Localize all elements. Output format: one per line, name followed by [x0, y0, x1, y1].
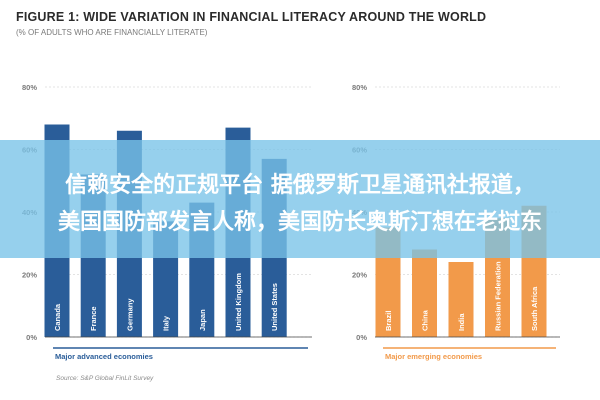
category-label: China: [421, 309, 430, 331]
source-note: Source: S&P Global FinLit Survey: [56, 375, 154, 382]
bar-china: [412, 249, 437, 337]
category-label: India: [457, 313, 466, 331]
group-label: Major advanced economies: [55, 352, 153, 361]
category-label: Brazil: [384, 311, 393, 331]
banner-line-1: 信赖安全的正规平台 据俄罗斯卫星通讯社报道，: [65, 173, 535, 198]
y-tick-label: 80%: [22, 83, 37, 92]
y-tick-label: 0%: [356, 333, 367, 342]
chart-subtitle: (% OF ADULTS WHO ARE FINANCIALLY LITERAT…: [16, 28, 208, 37]
category-label: Canada: [53, 303, 62, 331]
y-tick-label: 20%: [352, 271, 367, 280]
bar-india: [448, 262, 474, 337]
category-label: France: [89, 306, 98, 331]
watermark-banner: 信赖安全的正规平台 据俄罗斯卫星通讯社报道， 美国国防部发言人称，美国防长奥斯汀…: [0, 140, 600, 258]
category-label: Japan: [198, 309, 207, 331]
banner-line-2: 美国国防部发言人称，美国防长奥斯汀想在老挝东: [57, 210, 542, 235]
y-tick-label: 80%: [352, 83, 367, 92]
category-label: United Kingdom: [234, 273, 243, 331]
category-label: Russian Federation: [494, 261, 503, 331]
category-label: South Africa: [530, 286, 539, 331]
y-tick-label: 20%: [22, 271, 37, 280]
category-label: Germany: [125, 298, 134, 331]
y-tick-label: 0%: [26, 333, 37, 342]
category-label: Italy: [162, 315, 171, 331]
category-label: United States: [270, 283, 279, 331]
group-label: Major emerging economies: [385, 352, 482, 361]
chart-title: FIGURE 1: WIDE VARIATION IN FINANCIAL LI…: [16, 10, 487, 24]
